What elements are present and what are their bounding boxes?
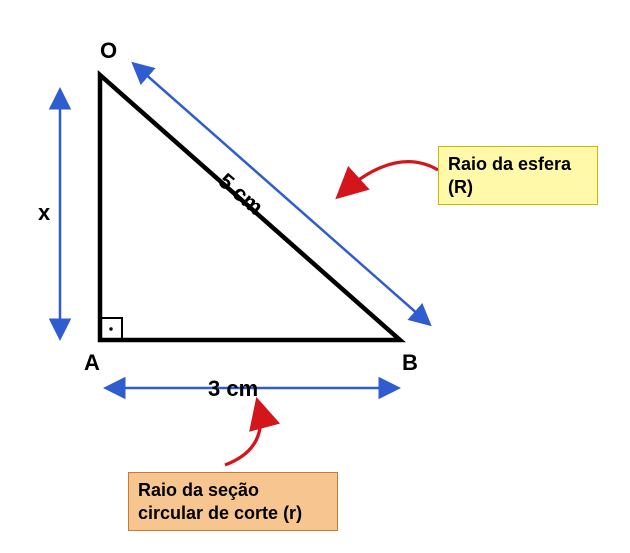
annotation-sphere-line2: (R)	[448, 177, 473, 197]
annotation-section-radius: Raio da seção circular de corte (r)	[128, 472, 338, 531]
dimension-arrow-ob	[135, 65, 428, 323]
diagram-svg	[0, 0, 630, 553]
annotation-section-line2: circular de corte (r)	[138, 503, 302, 523]
annotation-section-line1: Raio da seção	[138, 480, 259, 500]
annotation-sphere-line1: Raio da esfera	[448, 154, 571, 174]
curved-arrow-section	[225, 403, 261, 465]
vertex-label-B: B	[402, 350, 418, 376]
right-angle-dot	[109, 327, 112, 330]
annotation-sphere-radius: Raio da esfera (R)	[438, 146, 598, 205]
vertex-label-O: O	[100, 38, 117, 64]
side-label-3cm: 3 cm	[208, 376, 258, 402]
vertex-label-A: A	[84, 350, 100, 376]
side-label-x: x	[38, 200, 50, 226]
curved-arrow-sphere	[340, 162, 438, 195]
